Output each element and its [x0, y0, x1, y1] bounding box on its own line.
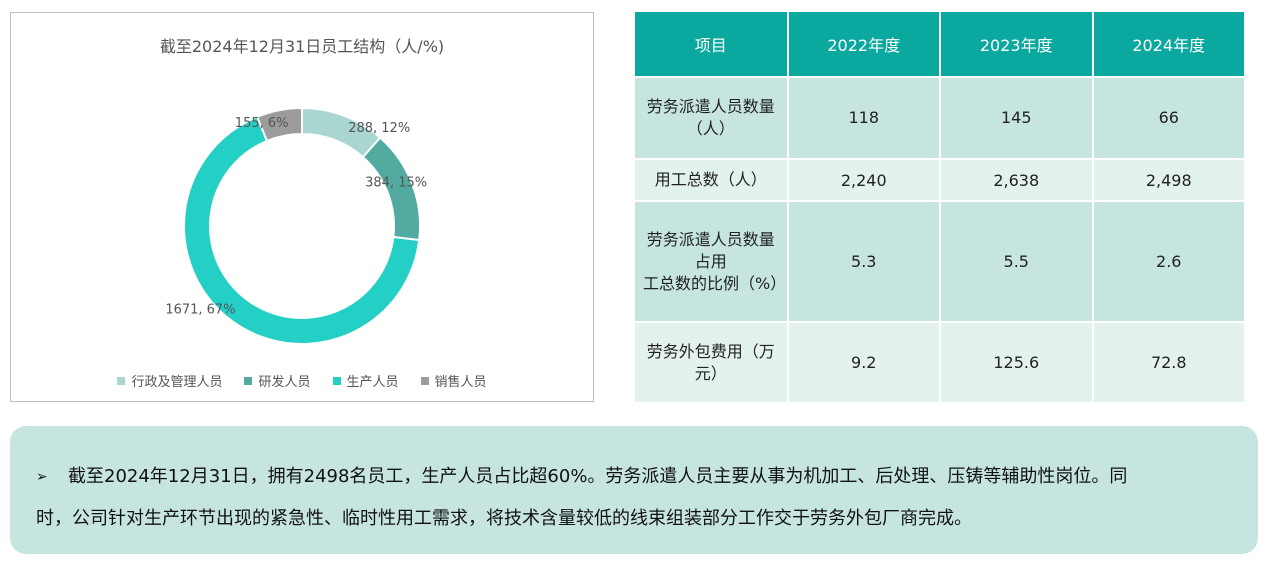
- cell-2022: 5.3: [787, 200, 941, 323]
- note-text: 时，公司针对生产环节出现的紧急性、临时性用工需求，将技术含量较低的线束组装部分工…: [36, 508, 972, 529]
- arrow-bullet-icon: ➢: [36, 469, 48, 485]
- note-line: 时，公司针对生产环节出现的紧急性、临时性用工需求，将技术含量较低的线束组装部分工…: [36, 498, 1232, 540]
- cell-2024: 66: [1092, 76, 1246, 159]
- row-label-line: 劳务派遣人员数量占用: [646, 230, 775, 271]
- header-2023: 2023年度: [940, 12, 1094, 77]
- legend-item: 研发人员: [244, 371, 311, 390]
- slice-data-label: 384, 15%: [365, 176, 427, 191]
- table-row: 劳务外包费用（万元） 9.2 125.6 72.8: [635, 321, 1246, 402]
- donut-chart: 288, 12% 384, 15% 1671, 67% 155, 6%: [165, 106, 427, 345]
- cell-2024: 72.8: [1092, 321, 1246, 402]
- note-line: ➢ 截至2024年12月31日，拥有2498名员工，生产人员占比超60%。劳务派…: [36, 456, 1232, 498]
- note-text: 截至2024年12月31日，拥有2498名员工，生产人员占比超60%。劳务派遣人…: [68, 466, 1128, 487]
- slice-data-label: 155, 6%: [235, 116, 289, 131]
- legend-swatch: [117, 376, 126, 385]
- table-row: 用工总数（人） 2,240 2,638 2,498: [635, 157, 1246, 202]
- legend-item: 销售人员: [420, 371, 487, 390]
- cell-2023: 125.6: [940, 321, 1094, 402]
- cell-2023: 5.5: [940, 200, 1094, 323]
- cell-2023: 145: [940, 76, 1094, 159]
- cell-2024: 2.6: [1092, 200, 1246, 323]
- cell-2024: 2,498: [1092, 157, 1246, 202]
- chart-title: 截至2024年12月31日员工结构（人/%): [159, 37, 445, 56]
- workforce-table: 项目 2022年度 2023年度 2024年度 劳务派遣人员数量（人） 118 …: [635, 12, 1246, 402]
- row-label-line: 工总数的比例（%）: [643, 273, 787, 293]
- legend-label: 生产人员: [346, 375, 399, 390]
- donut-slice-4: [255, 106, 303, 143]
- slice-data-label: 288, 12%: [348, 121, 410, 136]
- legend-label: 销售人员: [434, 375, 487, 390]
- legend-item: 生产人员: [332, 371, 399, 390]
- cell-2022: 118: [787, 76, 941, 159]
- row-label: 劳务外包费用（万元）: [635, 321, 789, 402]
- legend-swatch: [420, 376, 429, 385]
- cell-2022: 2,240: [787, 157, 941, 202]
- table-row: 劳务派遣人员数量占用 工总数的比例（%） 5.3 5.5 2.6: [635, 200, 1246, 323]
- cell-2023: 2,638: [940, 157, 1094, 202]
- chart-panel: 截至2024年12月31日员工结构（人/%) 288, 12% 384, 15% 1…: [10, 12, 594, 402]
- legend-swatch: [332, 376, 341, 385]
- donut-slice-3: [183, 115, 421, 345]
- header-item: 项目: [635, 12, 789, 77]
- row-label: 用工总数（人）: [635, 157, 789, 202]
- row-label: 劳务派遣人员数量（人）: [635, 76, 789, 159]
- cell-2022: 9.2: [787, 321, 941, 402]
- slice-data-label: 1671, 67%: [165, 303, 235, 318]
- table-header-row: 项目 2022年度 2023年度 2024年度: [635, 12, 1246, 77]
- header-2024: 2024年度: [1092, 12, 1246, 77]
- summary-note: ➢ 截至2024年12月31日，拥有2498名员工，生产人员占比超60%。劳务派…: [10, 426, 1258, 554]
- legend-swatch: [244, 376, 253, 385]
- chart-legend: 行政及管理人员 研发人员 生产人员 销售人员: [11, 371, 593, 390]
- legend-item: 行政及管理人员: [117, 371, 222, 390]
- legend-label: 行政及管理人员: [131, 375, 223, 390]
- legend-label: 研发人员: [258, 375, 311, 390]
- row-label: 劳务派遣人员数量占用 工总数的比例（%）: [635, 200, 789, 323]
- header-2022: 2022年度: [787, 12, 941, 77]
- table-row: 劳务派遣人员数量（人） 118 145 66: [635, 76, 1246, 159]
